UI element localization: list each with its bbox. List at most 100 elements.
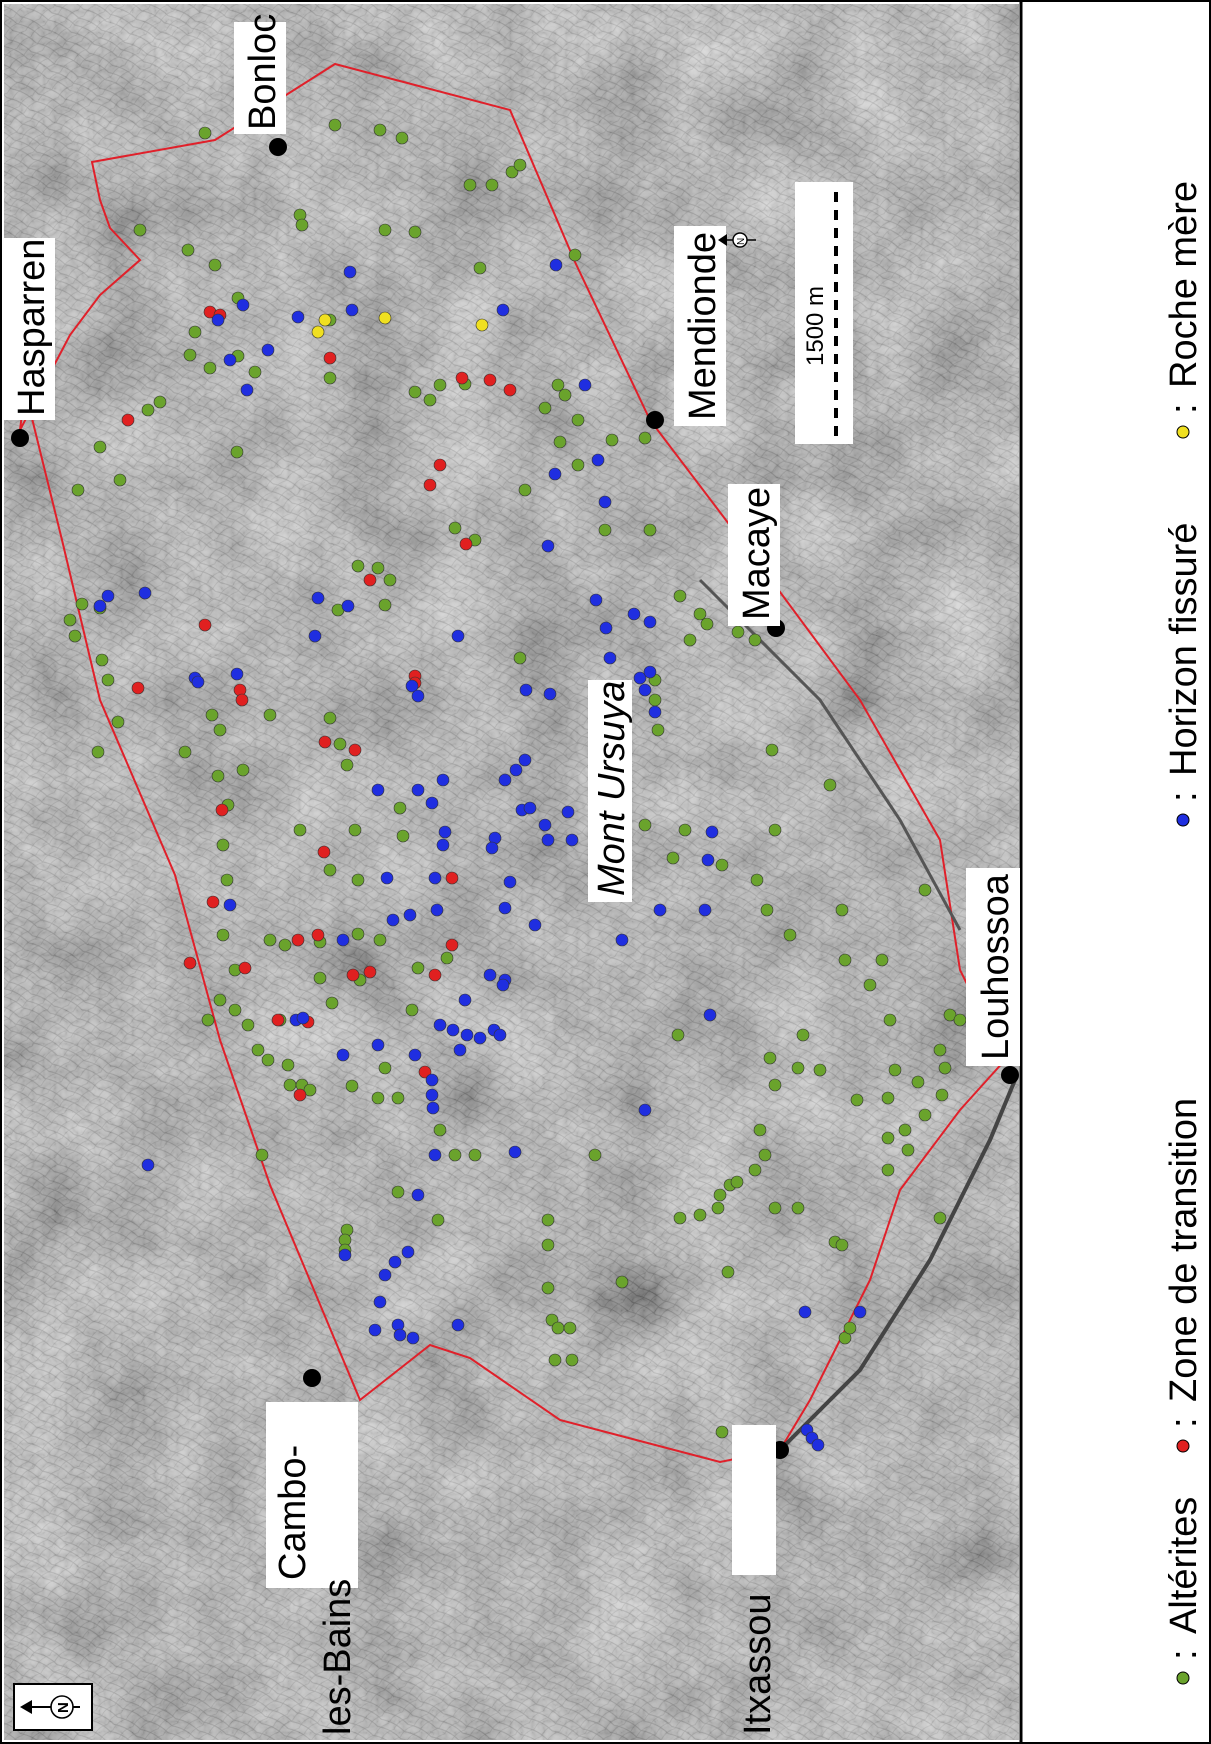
sample-point-fissure (101, 589, 115, 603)
sample-point-fissure (411, 783, 425, 797)
sample-point-alterites (468, 1148, 482, 1162)
sample-point-fissure (371, 783, 385, 797)
sample-point-transition (455, 371, 469, 385)
sample-point-fissure (438, 825, 452, 839)
sample-point-transition (323, 351, 337, 365)
sample-point-alterites (101, 673, 115, 687)
sample-point-alterites (651, 723, 665, 737)
sample-point-fissure (485, 841, 499, 855)
sample-point-alterites (383, 573, 397, 587)
sample-point-alterites (768, 823, 782, 837)
sample-point-alterites (281, 1058, 295, 1072)
sample-point-fissure (633, 671, 647, 685)
sample-point-alterites (345, 1079, 359, 1093)
sample-point-fissure (453, 1043, 467, 1057)
sample-point-fissure (211, 313, 225, 327)
sample-point-alterites (395, 131, 409, 145)
sample-point-alterites (666, 851, 680, 865)
sample-point-alterites (391, 1185, 405, 1199)
sample-point-alterites (203, 361, 217, 375)
sample-point-alterites (485, 178, 499, 192)
sample-point-transition (235, 693, 249, 707)
sample-point-alterites (863, 978, 877, 992)
sample-point-alterites (748, 1163, 762, 1177)
sample-point-fissure (701, 853, 715, 867)
sample-point-fissure (343, 265, 357, 279)
sample-point-transition (215, 803, 229, 817)
sample-point-transition (121, 413, 135, 427)
sample-point-roche (475, 318, 489, 332)
sample-point-fissure (498, 901, 512, 915)
sample-point-alterites (605, 433, 619, 447)
sample-point-fissure (543, 687, 557, 701)
sample-point-fissure (703, 1008, 717, 1022)
sample-point-transition (131, 681, 145, 695)
sample-point-alterites (183, 348, 197, 362)
sample-point-fissure (561, 805, 575, 819)
sample-point-alterites (333, 737, 347, 751)
sample-point-alterites (211, 769, 225, 783)
north-arrow-icon: N (718, 232, 756, 248)
sample-point-fissure (451, 1318, 465, 1332)
legend-separator: : (1163, 1649, 1205, 1660)
sample-point-alterites (721, 1265, 735, 1279)
sample-point-alterites (881, 1163, 895, 1177)
sample-point-alterites (431, 1213, 445, 1227)
sample-point-fissure (549, 258, 563, 272)
sample-point-transition (433, 458, 447, 472)
sample-point-fissure (598, 495, 612, 509)
sample-point-alterites (283, 1078, 297, 1092)
svg-text:1500 m: 1500 m (802, 286, 829, 366)
sample-point-alterites (813, 1063, 827, 1077)
sample-point-fissure (436, 838, 450, 852)
sample-point-alterites (715, 1425, 729, 1439)
sample-point-fissure (518, 753, 532, 767)
sample-point-transition (238, 961, 252, 975)
sample-point-fissure (541, 833, 555, 847)
sample-point-alterites (673, 1211, 687, 1225)
sample-point-fissure (428, 871, 442, 885)
sample-point-alterites (463, 178, 477, 192)
sample-point-alterites (505, 165, 519, 179)
sample-point-alterites (323, 863, 337, 877)
sample-point-alterites (850, 1093, 864, 1107)
sample-point-alterites (551, 378, 565, 392)
sample-point-alterites (551, 1321, 565, 1335)
sample-point-alterites (843, 1321, 857, 1335)
sample-point-alterites (220, 873, 234, 887)
legend-marker (1176, 425, 1190, 439)
sample-point-transition (346, 968, 360, 982)
sample-point-fissure (496, 303, 510, 317)
town-label-cambo-les-bains: Cambo- les-Bains (266, 1402, 359, 1735)
sample-point-fissure (603, 651, 617, 665)
sample-point-fissure (386, 913, 400, 927)
sample-point-alterites (325, 996, 339, 1010)
sample-point-alterites (513, 158, 527, 172)
sample-point-alterites (433, 378, 447, 392)
sample-point-alterites (918, 1108, 932, 1122)
sample-point-alterites (263, 708, 277, 722)
svg-text:Louhossoa: Louhossoa (975, 873, 1017, 1060)
sample-point-transition (445, 938, 459, 952)
sample-point-alterites (313, 971, 327, 985)
legend-label: Horizon fissuré (1163, 523, 1205, 776)
sample-point-roche (378, 311, 392, 325)
sample-point-alterites (558, 388, 572, 402)
sample-point-alterites (693, 607, 707, 621)
town-label-itxassou: Itxassou (732, 1425, 779, 1735)
sample-point-alterites (638, 818, 652, 832)
sample-point-alterites (393, 801, 407, 815)
sample-point-alterites (440, 951, 454, 965)
svg-text:Mendionde: Mendionde (682, 232, 724, 420)
sample-point-fissure (483, 968, 497, 982)
sample-point-alterites (68, 629, 82, 643)
summit-label: Mont Ursuya (588, 680, 633, 902)
sample-point-alterites (213, 993, 227, 1007)
sample-point-fissure (291, 310, 305, 324)
legend-item-alterites: : Altérites (1163, 1497, 1205, 1685)
sample-point-alterites (378, 1061, 392, 1075)
sample-point-fissure (638, 683, 652, 697)
sample-point-alterites (938, 1061, 952, 1075)
sample-point-alterites (228, 1003, 242, 1017)
sample-point-alterites (93, 440, 107, 454)
